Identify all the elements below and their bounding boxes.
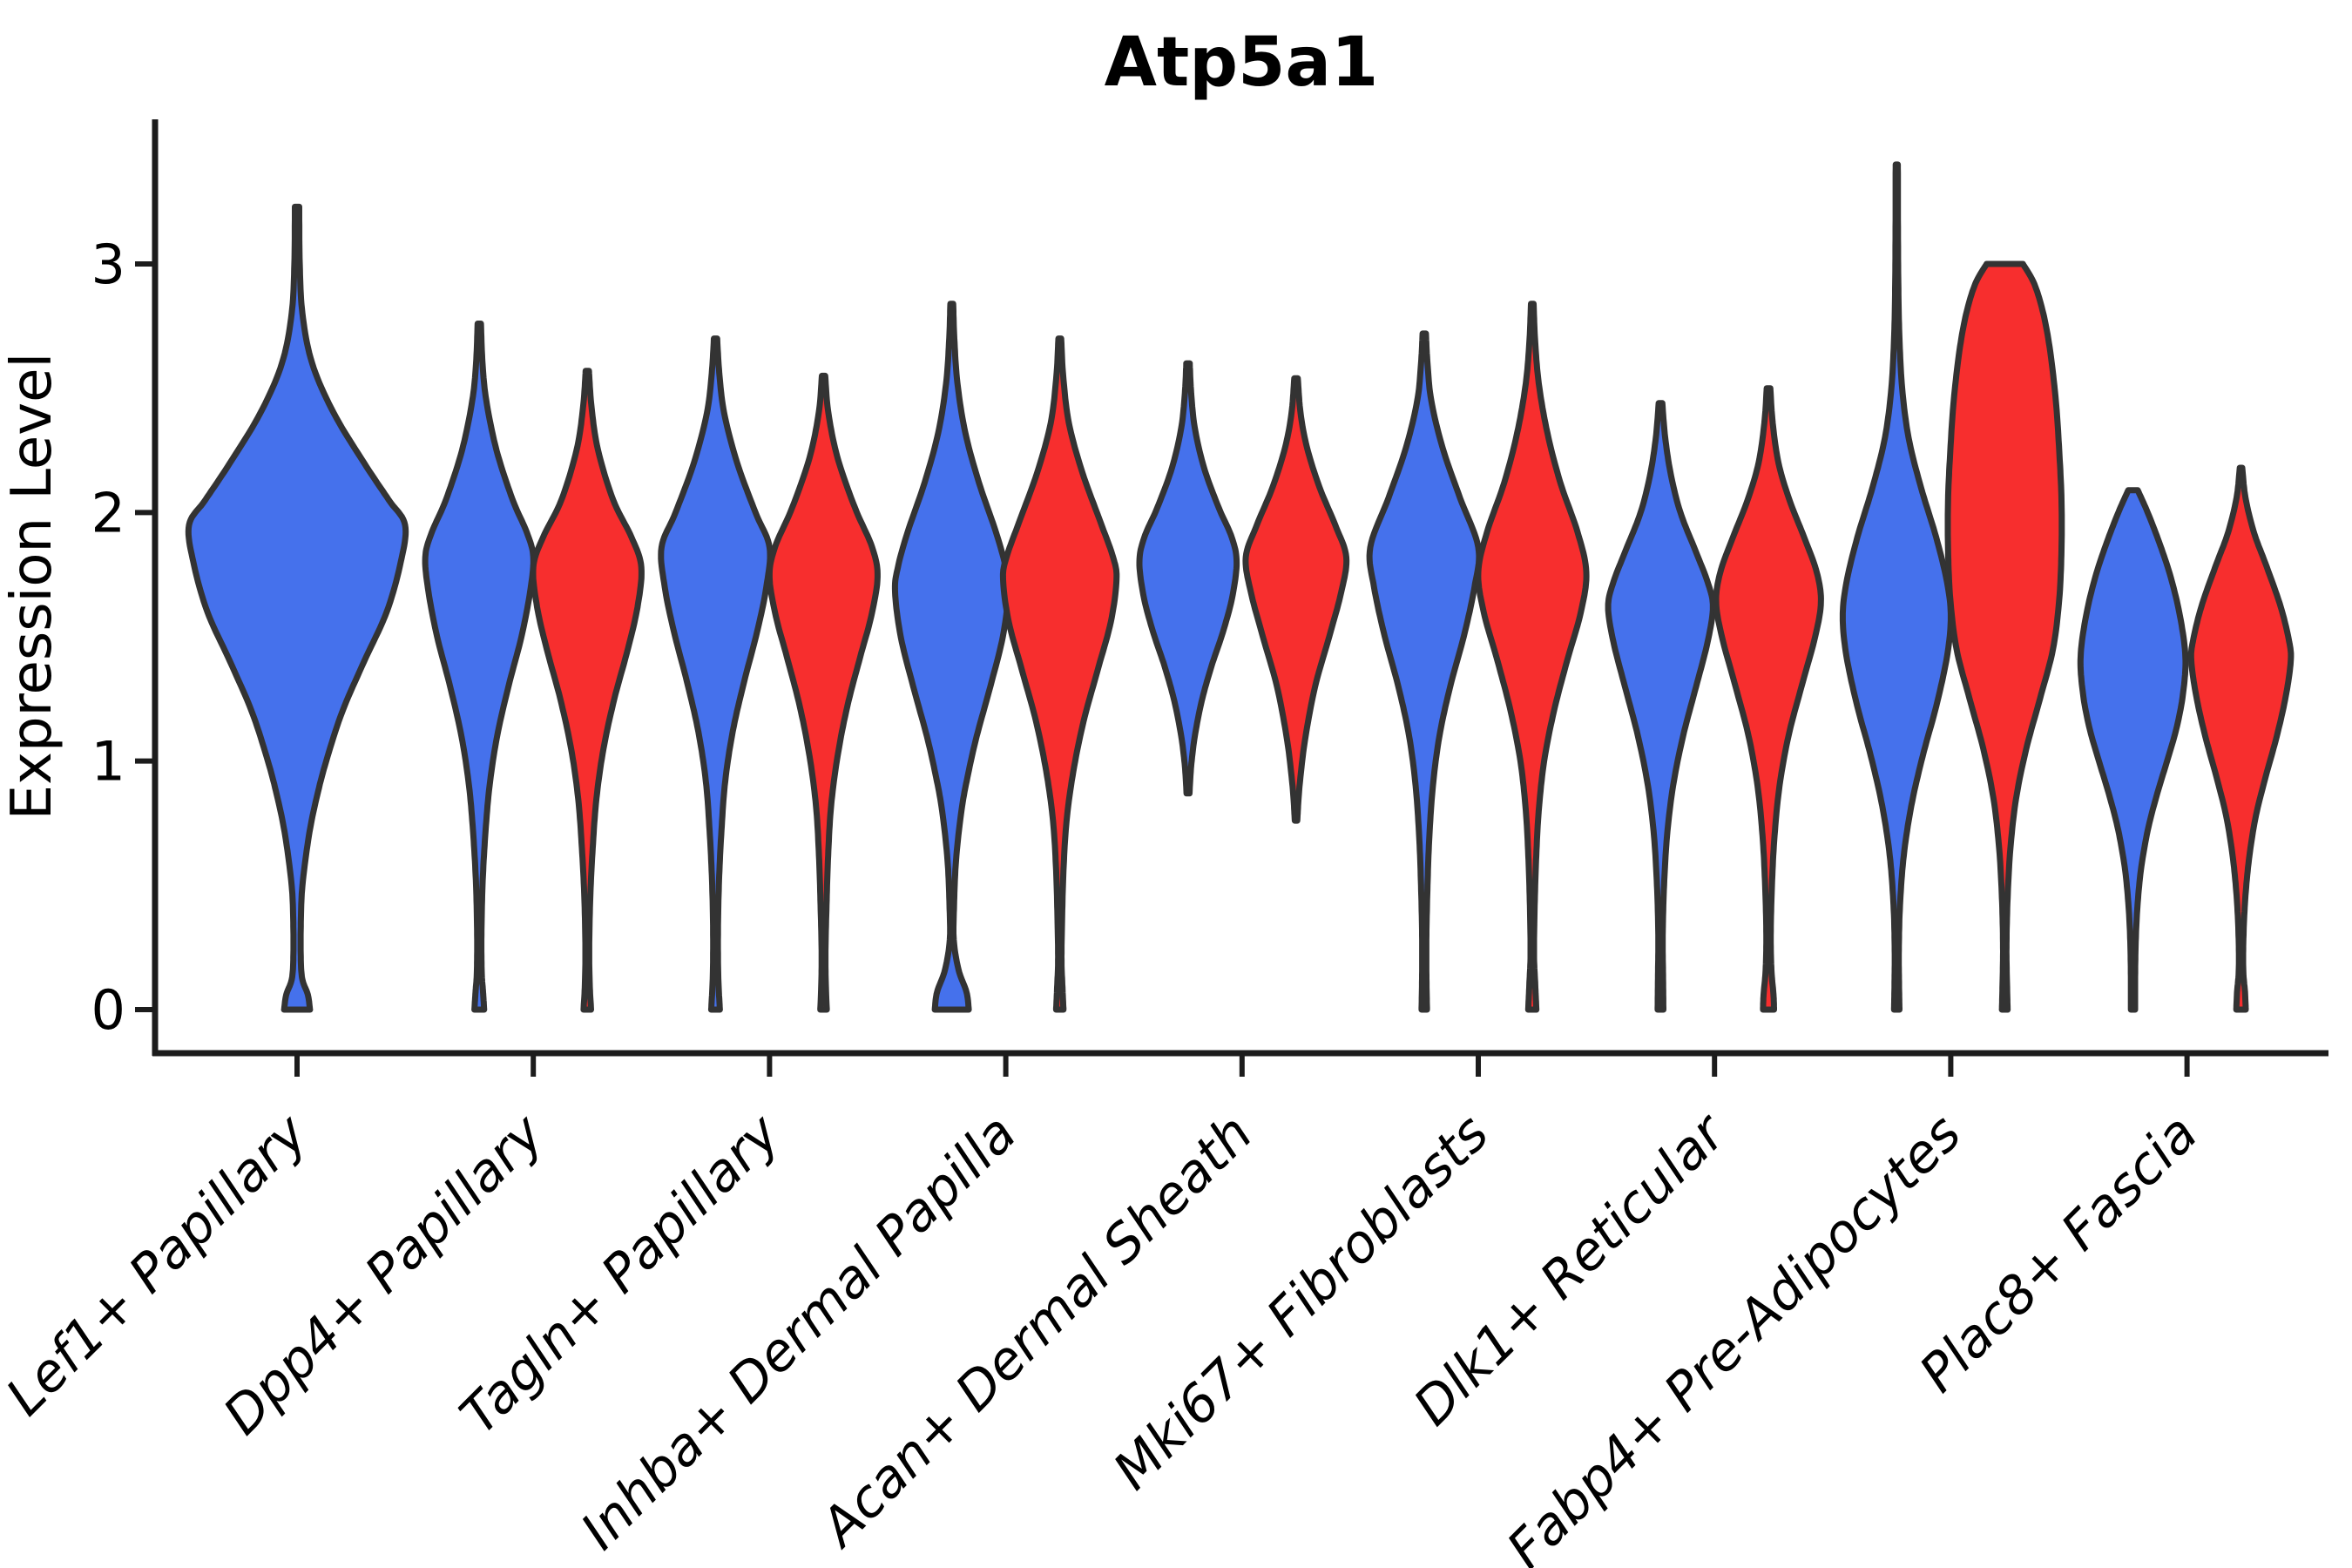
y-tick-label: 2	[91, 481, 125, 544]
violin-red	[530, 368, 645, 1013]
y-axis-label: Expression Level	[0, 353, 64, 821]
x-tick-label: Fabp4+ Pre-Adipocytes	[1496, 1103, 1973, 1568]
violin-red	[1242, 375, 1350, 824]
violin-red	[1713, 385, 1824, 1013]
violins-layer	[185, 161, 2295, 1013]
x-tick-label: Inhba+ Dermal Papilla	[570, 1103, 1028, 1561]
violin-blue	[891, 301, 1012, 1013]
violin-blue	[1605, 400, 1716, 1013]
violin-red	[999, 335, 1120, 1013]
violin-blue	[1366, 330, 1483, 1013]
violin-blue	[658, 335, 774, 1013]
violin-blue	[1839, 161, 1954, 1013]
violin-red	[1475, 301, 1590, 1013]
violin-blue	[185, 203, 409, 1013]
violin-red	[1944, 260, 2065, 1013]
x-tick-label: Acan+ Dermal Sheath	[808, 1103, 1265, 1560]
violin-blue	[2077, 487, 2189, 1013]
violin-red	[766, 372, 881, 1013]
violin-red	[2187, 464, 2295, 1013]
violin-blue	[422, 321, 537, 1013]
y-tick-label: 1	[91, 730, 125, 794]
chart-title: Atp5a1	[1105, 24, 1379, 102]
violin-blue	[1136, 360, 1240, 797]
y-tick-label: 3	[91, 233, 125, 296]
y-tick-label: 0	[91, 978, 125, 1042]
